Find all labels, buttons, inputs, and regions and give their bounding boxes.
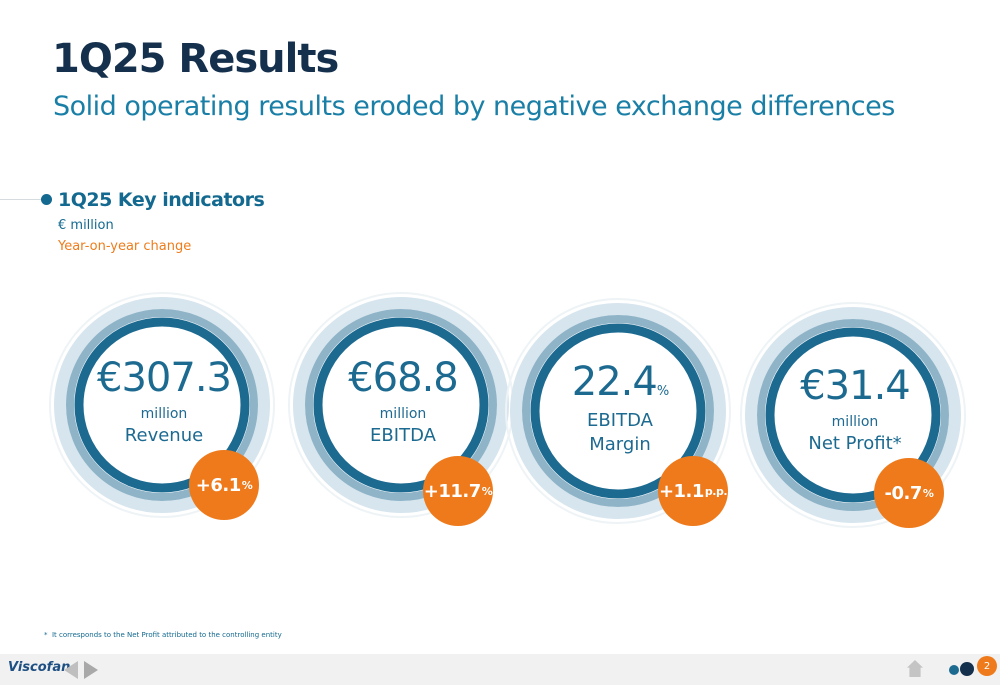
kpi-rings <box>740 302 966 528</box>
page-title: 1Q25 Results <box>52 36 339 82</box>
page-number-badge[interactable]: 2 <box>977 656 997 676</box>
kpi-change-badge: +11.7% <box>423 456 493 526</box>
kpi-value: €68.8 <box>348 355 459 401</box>
kpi-change-badge: +6.1% <box>189 450 259 520</box>
home-icon[interactable] <box>907 660 923 677</box>
kpi-label: EBITDA <box>370 425 436 446</box>
kpi-rings <box>288 292 514 518</box>
kpi-rings <box>49 292 275 518</box>
kpi-net-profit: €31.4 million Net Profit* -0.7% <box>735 280 995 550</box>
unit-label: € million <box>58 218 114 233</box>
kpi-unit: EBITDA <box>587 410 653 431</box>
kpi-unit: million <box>140 406 188 422</box>
page-indicator-dot <box>949 665 959 675</box>
page-indicator-dot <box>960 662 974 676</box>
footnote: * It corresponds to the Net Profit attri… <box>44 631 282 639</box>
footer-bar <box>0 654 1000 685</box>
kpi-revenue: €307.3 million Revenue +6.1% <box>44 270 304 540</box>
page-subtitle: Solid operating results eroded by negati… <box>53 91 895 122</box>
kpi-value: €307.3 <box>97 355 232 401</box>
kpi-value: €31.4 <box>800 363 911 409</box>
kpi-ebitda: €68.8 million EBITDA +11.7% <box>283 270 543 540</box>
kpi-value: 22.4% <box>571 359 669 405</box>
kpi-unit: million <box>379 406 427 422</box>
kpi-label: Margin <box>589 434 651 455</box>
yoy-legend-label: Year-on-year change <box>58 239 192 254</box>
section-title: 1Q25 Key indicators <box>58 189 265 211</box>
kpi-ebitda-margin: 22.4% EBITDA Margin +1.1 p.p. <box>500 276 760 546</box>
kpi-rings <box>505 298 731 524</box>
section-divider <box>0 199 42 200</box>
viscofan-logo: Viscofan <box>8 660 71 675</box>
kpi-unit: million <box>831 414 879 430</box>
kpi-label: Revenue <box>124 425 204 446</box>
kpi-change-badge: +1.1 p.p. <box>658 456 728 526</box>
kpi-change-badge: -0.7% <box>874 458 944 528</box>
kpi-label: Net Profit* <box>808 433 902 454</box>
section-bullet <box>41 194 52 205</box>
